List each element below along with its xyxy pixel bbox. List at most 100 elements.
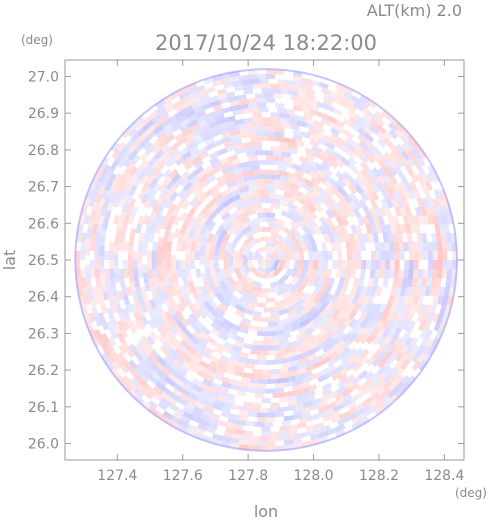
echo-cell [199, 255, 205, 265]
echo-cell [342, 207, 351, 218]
echo-cell [288, 118, 299, 126]
echo-cell [218, 207, 229, 217]
echo-cell [329, 338, 340, 348]
echo-cell [153, 124, 164, 135]
echo-cell [387, 215, 395, 226]
echo-cell [363, 126, 374, 136]
echo-cell [411, 352, 421, 363]
echo-cell [404, 303, 412, 314]
echo-cell [252, 402, 262, 408]
echo-cell [266, 245, 277, 254]
echo-cell [296, 367, 307, 376]
echo-cell [195, 268, 202, 279]
echo-cell [203, 209, 213, 220]
echo-cell [382, 379, 393, 390]
echo-cell [212, 79, 223, 87]
echo-cell [295, 291, 306, 302]
echo-cell [193, 351, 204, 361]
echo-cell [363, 384, 374, 394]
echo-cell [239, 185, 250, 194]
echo-cell [146, 174, 156, 185]
y-tick-label: 26.4 [28, 290, 59, 306]
echo-cell [296, 233, 305, 244]
echo-cell [288, 424, 298, 431]
echo-cell [191, 200, 202, 211]
echo-cell [289, 226, 300, 237]
echo-cell [99, 273, 106, 283]
echo-cell [292, 163, 303, 172]
echo-cell [192, 324, 202, 334]
echo-cell [213, 192, 224, 203]
echo-cell [356, 260, 362, 270]
echo-cell [194, 250, 200, 260]
echo-cell [205, 169, 217, 178]
echo-cell [365, 190, 374, 202]
echo-cell [351, 421, 362, 430]
echo-cell [336, 200, 346, 211]
echo-cell [239, 268, 248, 279]
echo-cell [394, 166, 404, 177]
echo-cell [388, 380, 399, 391]
echo-cell [189, 145, 200, 155]
echo-cell [198, 179, 209, 190]
echo-cell [234, 177, 245, 185]
echo-cell [278, 260, 286, 270]
echo-cell [336, 331, 347, 342]
echo-cell [435, 232, 442, 243]
echo-cell [212, 317, 224, 327]
echo-cell [152, 391, 164, 402]
echo-cell [384, 241, 390, 252]
echo-cell [289, 283, 300, 294]
echo-cell [283, 356, 294, 364]
echo-cell [189, 259, 196, 270]
echo-cell [252, 315, 262, 322]
echo-cell [223, 140, 234, 148]
echo-cell [148, 277, 155, 288]
echo-cell [243, 401, 253, 408]
y-tick-label: 26.1 [28, 400, 59, 416]
echo-cell [399, 173, 409, 184]
echo-cell [367, 232, 375, 243]
echo-cell [314, 162, 326, 172]
echo-cell [290, 220, 300, 230]
echo-cell [206, 232, 215, 244]
echo-cell [397, 320, 406, 331]
echo-cell [112, 214, 120, 225]
echo-cell [189, 123, 201, 132]
echo-cell [359, 100, 370, 110]
echo-cell [411, 157, 421, 168]
echo-cell [311, 321, 322, 332]
echo-cell [179, 298, 188, 309]
echo-cell [201, 409, 212, 418]
echo-cell [270, 88, 280, 94]
echo-cell [324, 293, 334, 304]
echo-cell [254, 421, 264, 427]
echo-cell [376, 379, 386, 390]
echo-cell [123, 241, 129, 252]
echo-cell [186, 171, 197, 181]
echo-cell [288, 297, 299, 307]
echo-cell [339, 144, 350, 154]
echo-cell [206, 395, 217, 404]
echo-cell [256, 253, 263, 260]
echo-cell [360, 285, 368, 297]
echo-cell [198, 293, 208, 304]
echo-cell [101, 333, 110, 344]
echo-cell [403, 241, 409, 252]
echo-cell [164, 285, 172, 296]
echo-cell [336, 317, 347, 328]
echo-cell [424, 303, 432, 315]
echo-cell [325, 146, 336, 156]
echo-cell [102, 219, 109, 230]
echo-cell [419, 328, 428, 340]
echo-cell [166, 241, 173, 252]
echo-cell [176, 302, 185, 313]
echo-cell [282, 289, 293, 299]
echo-cell [108, 259, 114, 270]
echo-cell [121, 201, 130, 213]
echo-cell [294, 206, 305, 216]
echo-cell [106, 353, 116, 364]
echo-cell [229, 348, 240, 357]
echo-cell [121, 320, 130, 331]
echo-cell [330, 410, 342, 419]
